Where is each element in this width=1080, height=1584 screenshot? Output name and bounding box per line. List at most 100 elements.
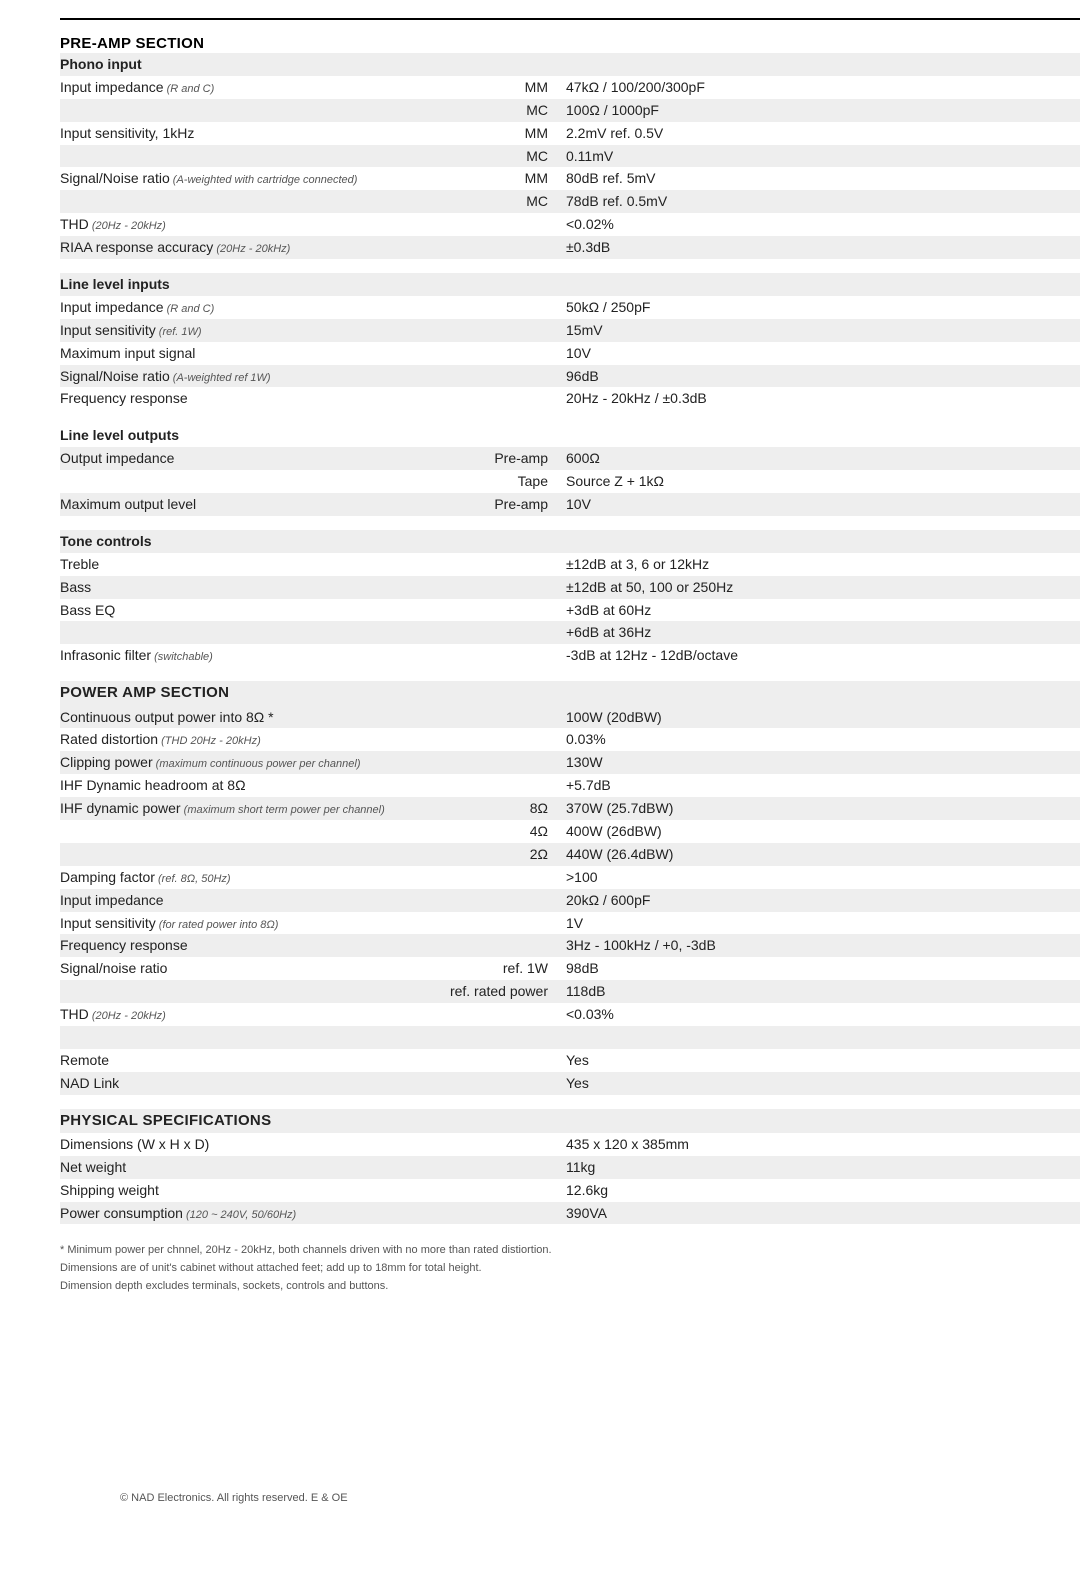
table-row: Power consumption (120 ~ 240V, 50/60Hz)3… <box>60 1202 1080 1225</box>
row-mid <box>420 576 560 599</box>
copyright: © NAD Electronics. All rights reserved. … <box>120 1492 348 1504</box>
row-label: Dimensions (W x H x D) <box>60 1133 420 1156</box>
table-row: Input sensitivity (ref. 1W)15mV <box>60 319 1080 342</box>
row-mid <box>420 728 560 751</box>
row-mid <box>420 1202 560 1225</box>
top-rule <box>60 18 1080 20</box>
table-row: Net weight11kg <box>60 1156 1080 1179</box>
table-row: Continuous output power into 8Ω * 100W (2… <box>60 706 1080 729</box>
row-value: Source Z + 1kΩ <box>560 470 1080 493</box>
row-label: Frequency response <box>60 934 420 957</box>
row-value: +6dB at 36Hz <box>560 621 1080 644</box>
row-mid: MM <box>420 167 560 190</box>
table-row: Input impedance (R and C)MM47kΩ / 100/20… <box>60 76 1080 99</box>
row-value: 100W (20dBW) <box>560 706 1080 729</box>
footnote-2: Dimensions are of unit's cabinet without… <box>60 1260 1080 1278</box>
row-mid <box>420 912 560 935</box>
row-mid <box>420 1156 560 1179</box>
row-label: Input sensitivity (for rated power into … <box>60 912 420 935</box>
table-row: Signal/noise ratioref. 1W98dB <box>60 957 1080 980</box>
line-out-header-row: Line level outputs <box>60 424 1080 447</box>
row-label: Bass EQ <box>60 599 420 622</box>
line-in-title: Line level inputs <box>60 273 420 296</box>
row-mid: ref. rated power <box>420 980 560 1003</box>
phono-header-row: Phono input <box>60 53 1080 76</box>
footnotes: * Minimum power per chnnel, 20Hz - 20kHz… <box>60 1242 1080 1295</box>
row-value: -3dB at 12Hz - 12dB/octave <box>560 644 1080 667</box>
row-mid <box>420 213 560 236</box>
table-row: Signal/Noise ratio (A-weighted with cart… <box>60 167 1080 190</box>
row-mid: MC <box>420 190 560 213</box>
row-value: >100 <box>560 866 1080 889</box>
row-value: 12.6kg <box>560 1179 1080 1202</box>
table-row: Shipping weight 12.6kg <box>60 1179 1080 1202</box>
tone-title: Tone controls <box>60 530 420 553</box>
row-value: 20Hz - 20kHz / ±0.3dB <box>560 387 1080 410</box>
table-row: Maximum output levelPre-amp10V <box>60 493 1080 516</box>
row-label: Maximum output level <box>60 493 420 516</box>
table-row: MC100Ω / 1000pF <box>60 99 1080 122</box>
row-label: Signal/Noise ratio (A-weighted ref 1W) <box>60 365 420 388</box>
line-in-header-row: Line level inputs <box>60 273 1080 296</box>
table-row: Output impedancePre-amp600Ω <box>60 447 1080 470</box>
table-row: Input sensitivity, 1kHzMM2.2mV ref. 0.5V <box>60 122 1080 145</box>
row-label: Power consumption (120 ~ 240V, 50/60Hz) <box>60 1202 420 1225</box>
row-value: 10V <box>560 342 1080 365</box>
row-label: Net weight <box>60 1156 420 1179</box>
table-row: MC78dB ref. 0.5mV <box>60 190 1080 213</box>
row-mid: ref. 1W <box>420 957 560 980</box>
row-value: 50kΩ / 250pF <box>560 296 1080 319</box>
row-mid <box>420 342 560 365</box>
row-mid <box>420 934 560 957</box>
table-row: Treble ±12dB at 3, 6 or 12kHz <box>60 553 1080 576</box>
row-mid: 2Ω <box>420 843 560 866</box>
line-out-title: Line level outputs <box>60 424 420 447</box>
row-mid <box>420 365 560 388</box>
table-row: NAD LinkYes <box>60 1072 1080 1095</box>
row-label: Treble <box>60 553 420 576</box>
row-label <box>60 980 420 1003</box>
row-label: Input impedance <box>60 889 420 912</box>
row-mid: MM <box>420 76 560 99</box>
table-row: 2Ω440W (26.4dBW) <box>60 843 1080 866</box>
row-value: ±12dB at 3, 6 or 12kHz <box>560 553 1080 576</box>
row-mid <box>420 599 560 622</box>
row-mid <box>420 1179 560 1202</box>
row-label: THD (20Hz - 20kHz) <box>60 1003 420 1026</box>
row-label: Maximum input signal <box>60 342 420 365</box>
row-value: <0.02% <box>560 213 1080 236</box>
row-label: Continuous output power into 8Ω * <box>60 706 420 729</box>
row-mid <box>420 296 560 319</box>
row-label: Input impedance (R and C) <box>60 296 420 319</box>
table-row: THD (20Hz - 20kHz)<0.02% <box>60 213 1080 236</box>
row-mid <box>420 1003 560 1026</box>
row-label: Clipping power (maximum continuous power… <box>60 751 420 774</box>
table-row: Frequency response20Hz - 20kHz / ±0.3dB <box>60 387 1080 410</box>
row-mid <box>420 866 560 889</box>
row-value: ±0.3dB <box>560 236 1080 259</box>
table-row: Signal/Noise ratio (A-weighted ref 1W)96… <box>60 365 1080 388</box>
row-mid <box>420 553 560 576</box>
row-value: 370W (25.7dBW) <box>560 797 1080 820</box>
row-mid: 8Ω <box>420 797 560 820</box>
row-mid <box>420 774 560 797</box>
row-mid <box>420 706 560 729</box>
row-mid: Pre-amp <box>420 447 560 470</box>
row-label <box>60 843 420 866</box>
row-value: +3dB at 60Hz <box>560 599 1080 622</box>
footnote-1: * Minimum power per chnnel, 20Hz - 20kHz… <box>60 1242 1080 1260</box>
table-row: RIAA response accuracy (20Hz - 20kHz)±0.… <box>60 236 1080 259</box>
row-label: Signal/Noise ratio (A-weighted with cart… <box>60 167 420 190</box>
table-row: Clipping power (maximum continuous power… <box>60 751 1080 774</box>
row-label: NAD Link <box>60 1072 420 1095</box>
row-mid <box>420 1049 560 1072</box>
row-mid <box>420 621 560 644</box>
row-label <box>60 99 420 122</box>
row-label: IHF dynamic power (maximum short term po… <box>60 797 420 820</box>
row-value: 118dB <box>560 980 1080 1003</box>
row-label: Shipping weight <box>60 1179 420 1202</box>
row-value: 47kΩ / 100/200/300pF <box>560 76 1080 99</box>
row-label <box>60 470 420 493</box>
table-row: TapeSource Z + 1kΩ <box>60 470 1080 493</box>
row-label: Input impedance (R and C) <box>60 76 420 99</box>
